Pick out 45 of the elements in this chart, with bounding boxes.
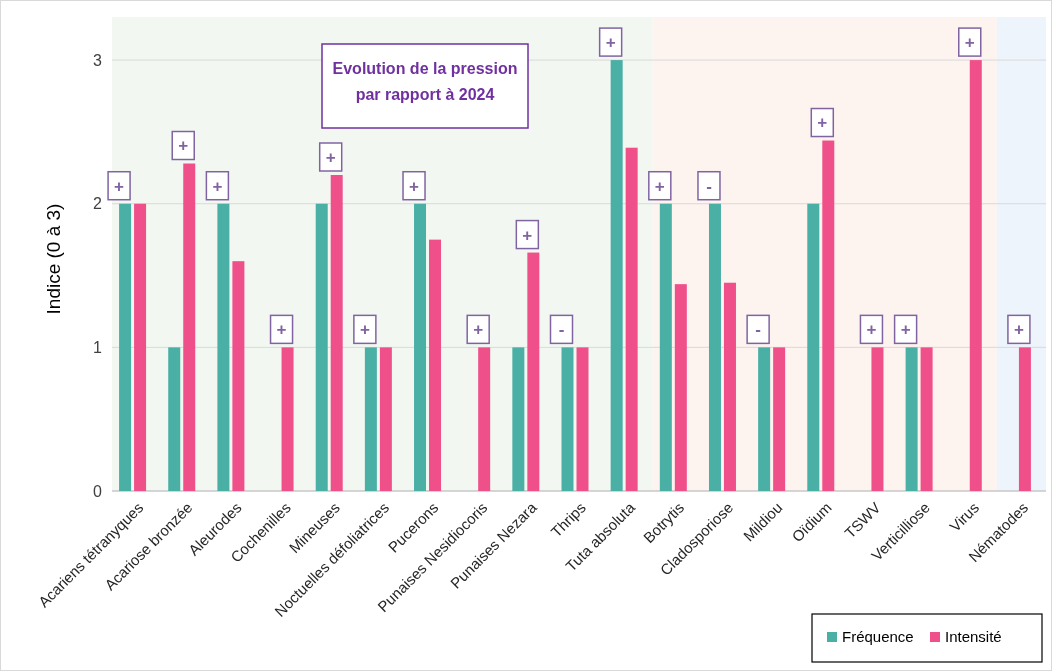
bar: [610, 60, 623, 491]
bar: [773, 347, 786, 491]
bar: [674, 284, 687, 491]
annotation: +: [178, 136, 189, 156]
bar: [379, 347, 392, 491]
bar: [315, 203, 328, 491]
legend-label: Intensité: [945, 628, 1002, 646]
y-axis-title: Indice (0 à 3): [43, 203, 64, 315]
bar: [512, 347, 525, 491]
annotation: +: [114, 176, 125, 196]
annotation: +: [522, 225, 533, 245]
bar: [625, 147, 638, 491]
text-box: Evolution de la pression par rapport à 2024: [321, 43, 529, 129]
annotation: +: [817, 113, 828, 133]
bar: [134, 203, 147, 491]
annotation: +: [325, 147, 336, 167]
annotation: +: [276, 320, 287, 340]
bar: [969, 60, 982, 491]
bar: [723, 282, 736, 491]
annotation: +: [900, 320, 911, 340]
annotation: +: [1013, 320, 1024, 340]
y-tick-label: 2: [93, 195, 103, 213]
y-tick-label: 3: [93, 51, 103, 69]
annotation: +: [654, 176, 665, 196]
bar: [807, 203, 820, 491]
annotation: +: [409, 176, 420, 196]
y-tick-label: 0: [93, 482, 103, 500]
annotation: +: [605, 33, 616, 53]
bar: [920, 347, 933, 491]
annotation: -: [755, 320, 761, 340]
annotation: +: [964, 33, 975, 53]
bar: [168, 347, 181, 491]
bar: [232, 261, 245, 491]
annotation: +: [212, 176, 223, 196]
annotation: -: [706, 176, 712, 196]
bar: [429, 239, 442, 491]
bar: [576, 347, 589, 491]
annotation: +: [473, 320, 484, 340]
annotation: -: [558, 320, 565, 340]
bar: [330, 175, 343, 491]
y-tick-label: 1: [93, 338, 103, 356]
annotation: Evolution de la pression par rapport à 2024: [332, 60, 518, 103]
annotation: +: [866, 320, 877, 340]
legend-label: Fréquence: [842, 628, 914, 646]
annotation: +: [359, 320, 370, 340]
